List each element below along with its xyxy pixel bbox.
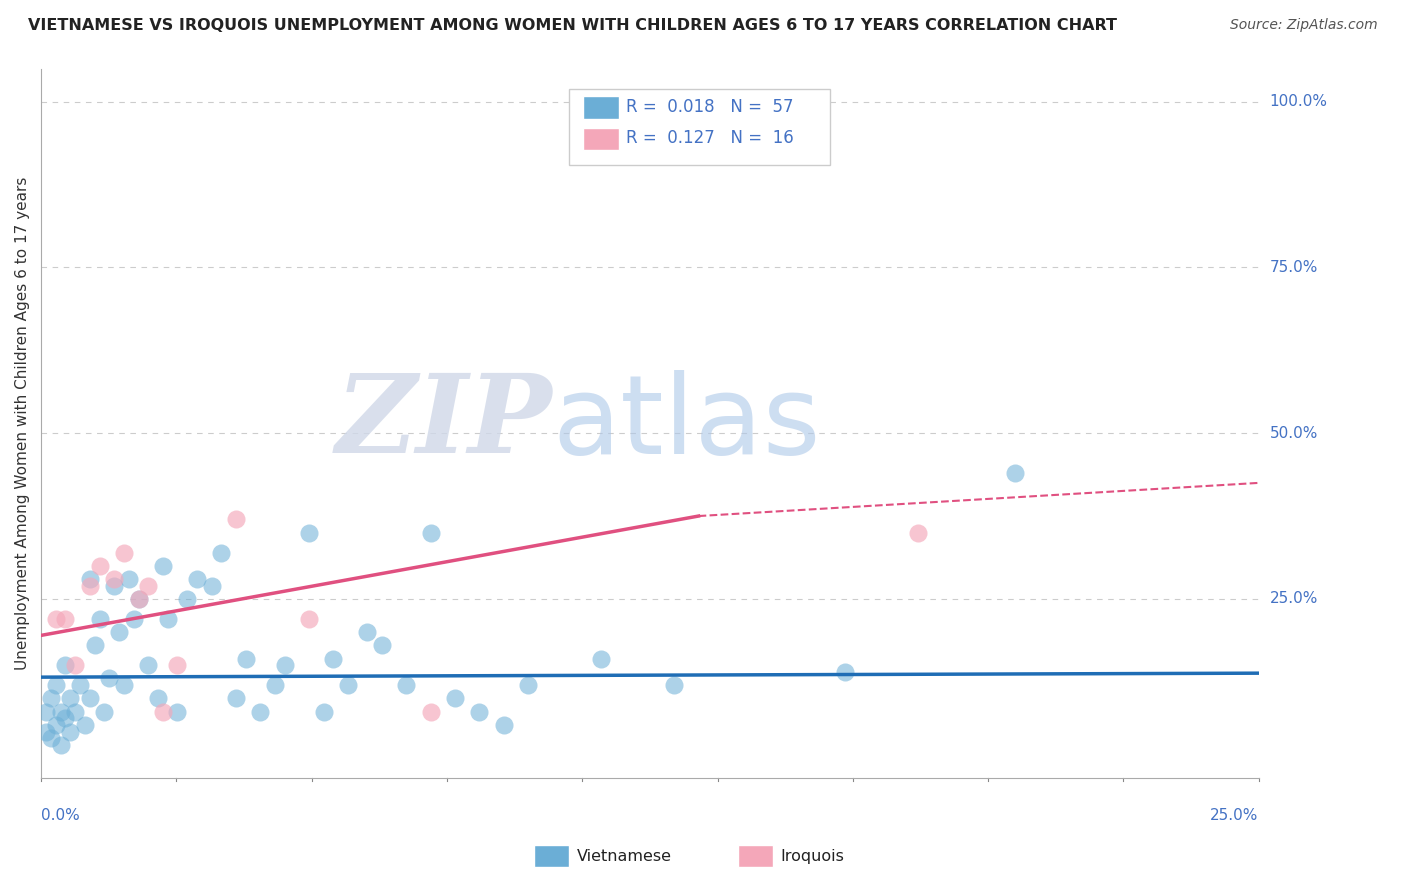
Text: Vietnamese: Vietnamese: [576, 849, 672, 863]
Text: R =  0.127   N =  16: R = 0.127 N = 16: [626, 129, 793, 147]
Text: 75.0%: 75.0%: [1270, 260, 1317, 275]
Text: R =  0.018   N =  57: R = 0.018 N = 57: [626, 98, 793, 116]
Text: VIETNAMESE VS IROQUOIS UNEMPLOYMENT AMONG WOMEN WITH CHILDREN AGES 6 TO 17 YEARS: VIETNAMESE VS IROQUOIS UNEMPLOYMENT AMON…: [28, 18, 1118, 33]
Text: 25.0%: 25.0%: [1270, 591, 1317, 607]
Text: 100.0%: 100.0%: [1270, 95, 1327, 109]
Text: 25.0%: 25.0%: [1211, 808, 1258, 823]
Text: atlas: atlas: [553, 369, 821, 476]
Text: Iroquois: Iroquois: [780, 849, 844, 863]
Text: 0.0%: 0.0%: [41, 808, 80, 823]
Text: ZIP: ZIP: [336, 369, 553, 477]
Text: 50.0%: 50.0%: [1270, 425, 1317, 441]
Text: Source: ZipAtlas.com: Source: ZipAtlas.com: [1230, 18, 1378, 32]
Y-axis label: Unemployment Among Women with Children Ages 6 to 17 years: Unemployment Among Women with Children A…: [15, 177, 30, 670]
